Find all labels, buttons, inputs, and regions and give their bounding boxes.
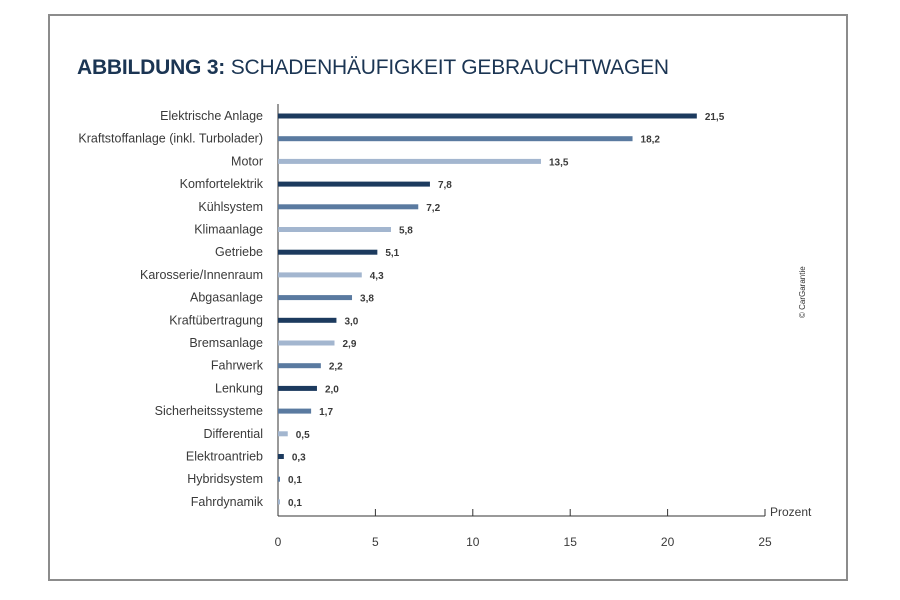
bar: [278, 317, 337, 323]
category-label: Karosserie/Innenraum: [140, 268, 263, 282]
value-label: 18,2: [641, 135, 661, 146]
value-label: 0,1: [288, 498, 302, 509]
value-label: 4,3: [370, 271, 384, 282]
bar: [278, 408, 312, 414]
category-label: Motor: [231, 154, 263, 168]
x-tick-label: 10: [466, 535, 480, 549]
value-label: 2,0: [325, 384, 339, 395]
category-label: Klimaanlage: [194, 223, 263, 237]
bar: [278, 454, 284, 459]
category-label: Fahrwerk: [211, 359, 264, 373]
bar: [278, 385, 317, 391]
category-label: Komfortelektrik: [180, 177, 264, 191]
category-label: Elektrische Anlage: [160, 109, 263, 123]
bar: [278, 340, 335, 346]
copyright-credit: © CarGarantie: [798, 266, 807, 318]
value-label: 2,9: [342, 339, 356, 350]
value-label: 2,2: [329, 362, 343, 373]
bar: [278, 499, 280, 505]
category-label: Kraftstoffanlage (inkl. Turbolader): [78, 132, 263, 146]
bar: [278, 295, 353, 301]
bar: [278, 181, 430, 187]
bar: [278, 204, 419, 210]
category-label: Sicherheitssysteme: [155, 404, 263, 418]
x-tick-label: 15: [564, 535, 578, 549]
category-label: Kraftübertragung: [169, 313, 263, 327]
value-label: 13,5: [549, 157, 569, 168]
x-axis-label: Prozent: [770, 505, 812, 519]
value-label: 21,5: [705, 112, 725, 123]
category-label: Differential: [203, 427, 263, 441]
x-tick-label: 0: [275, 535, 282, 549]
bar: [278, 476, 280, 482]
category-label: Getriebe: [215, 245, 263, 259]
chart-title: ABBILDUNG 3: SCHADENHÄUFIGKEIT GEBRAUCHT…: [77, 56, 669, 80]
category-label: Abgasanlage: [190, 291, 263, 305]
bar: [278, 249, 378, 255]
x-tick-label: 5: [372, 535, 379, 549]
x-tick-label: 25: [758, 535, 772, 549]
figure-frame: [48, 14, 848, 581]
category-label: Elektroantrieb: [186, 450, 263, 464]
value-label: 0,5: [296, 430, 310, 441]
x-tick-label: 20: [661, 535, 675, 549]
value-label: 3,0: [344, 316, 358, 327]
bar: [278, 431, 288, 437]
category-label: Fahrdynamik: [191, 495, 264, 509]
chart-title-rest: SCHADENHÄUFIGKEIT GEBRAUCHTWAGEN: [230, 56, 669, 79]
value-label: 0,3: [292, 453, 306, 464]
bar: [278, 272, 362, 278]
category-label: Lenkung: [215, 381, 263, 395]
chart-title-bold: ABBILDUNG 3:: [77, 56, 226, 79]
value-label: 5,8: [399, 226, 413, 237]
bar: [278, 227, 391, 232]
value-label: 7,8: [438, 180, 452, 191]
bar: [278, 113, 697, 119]
value-label: 3,8: [360, 294, 374, 305]
value-label: 7,2: [426, 203, 440, 214]
value-label: 1,7: [319, 407, 333, 418]
bar: [278, 363, 321, 369]
bar: [278, 158, 541, 164]
value-label: 0,1: [288, 475, 302, 486]
value-label: 5,1: [385, 248, 399, 259]
category-label: Bremsanlage: [189, 336, 263, 350]
bar: [278, 136, 633, 142]
category-label: Kühlsystem: [198, 200, 263, 214]
category-label: Hybridsystem: [187, 472, 263, 486]
